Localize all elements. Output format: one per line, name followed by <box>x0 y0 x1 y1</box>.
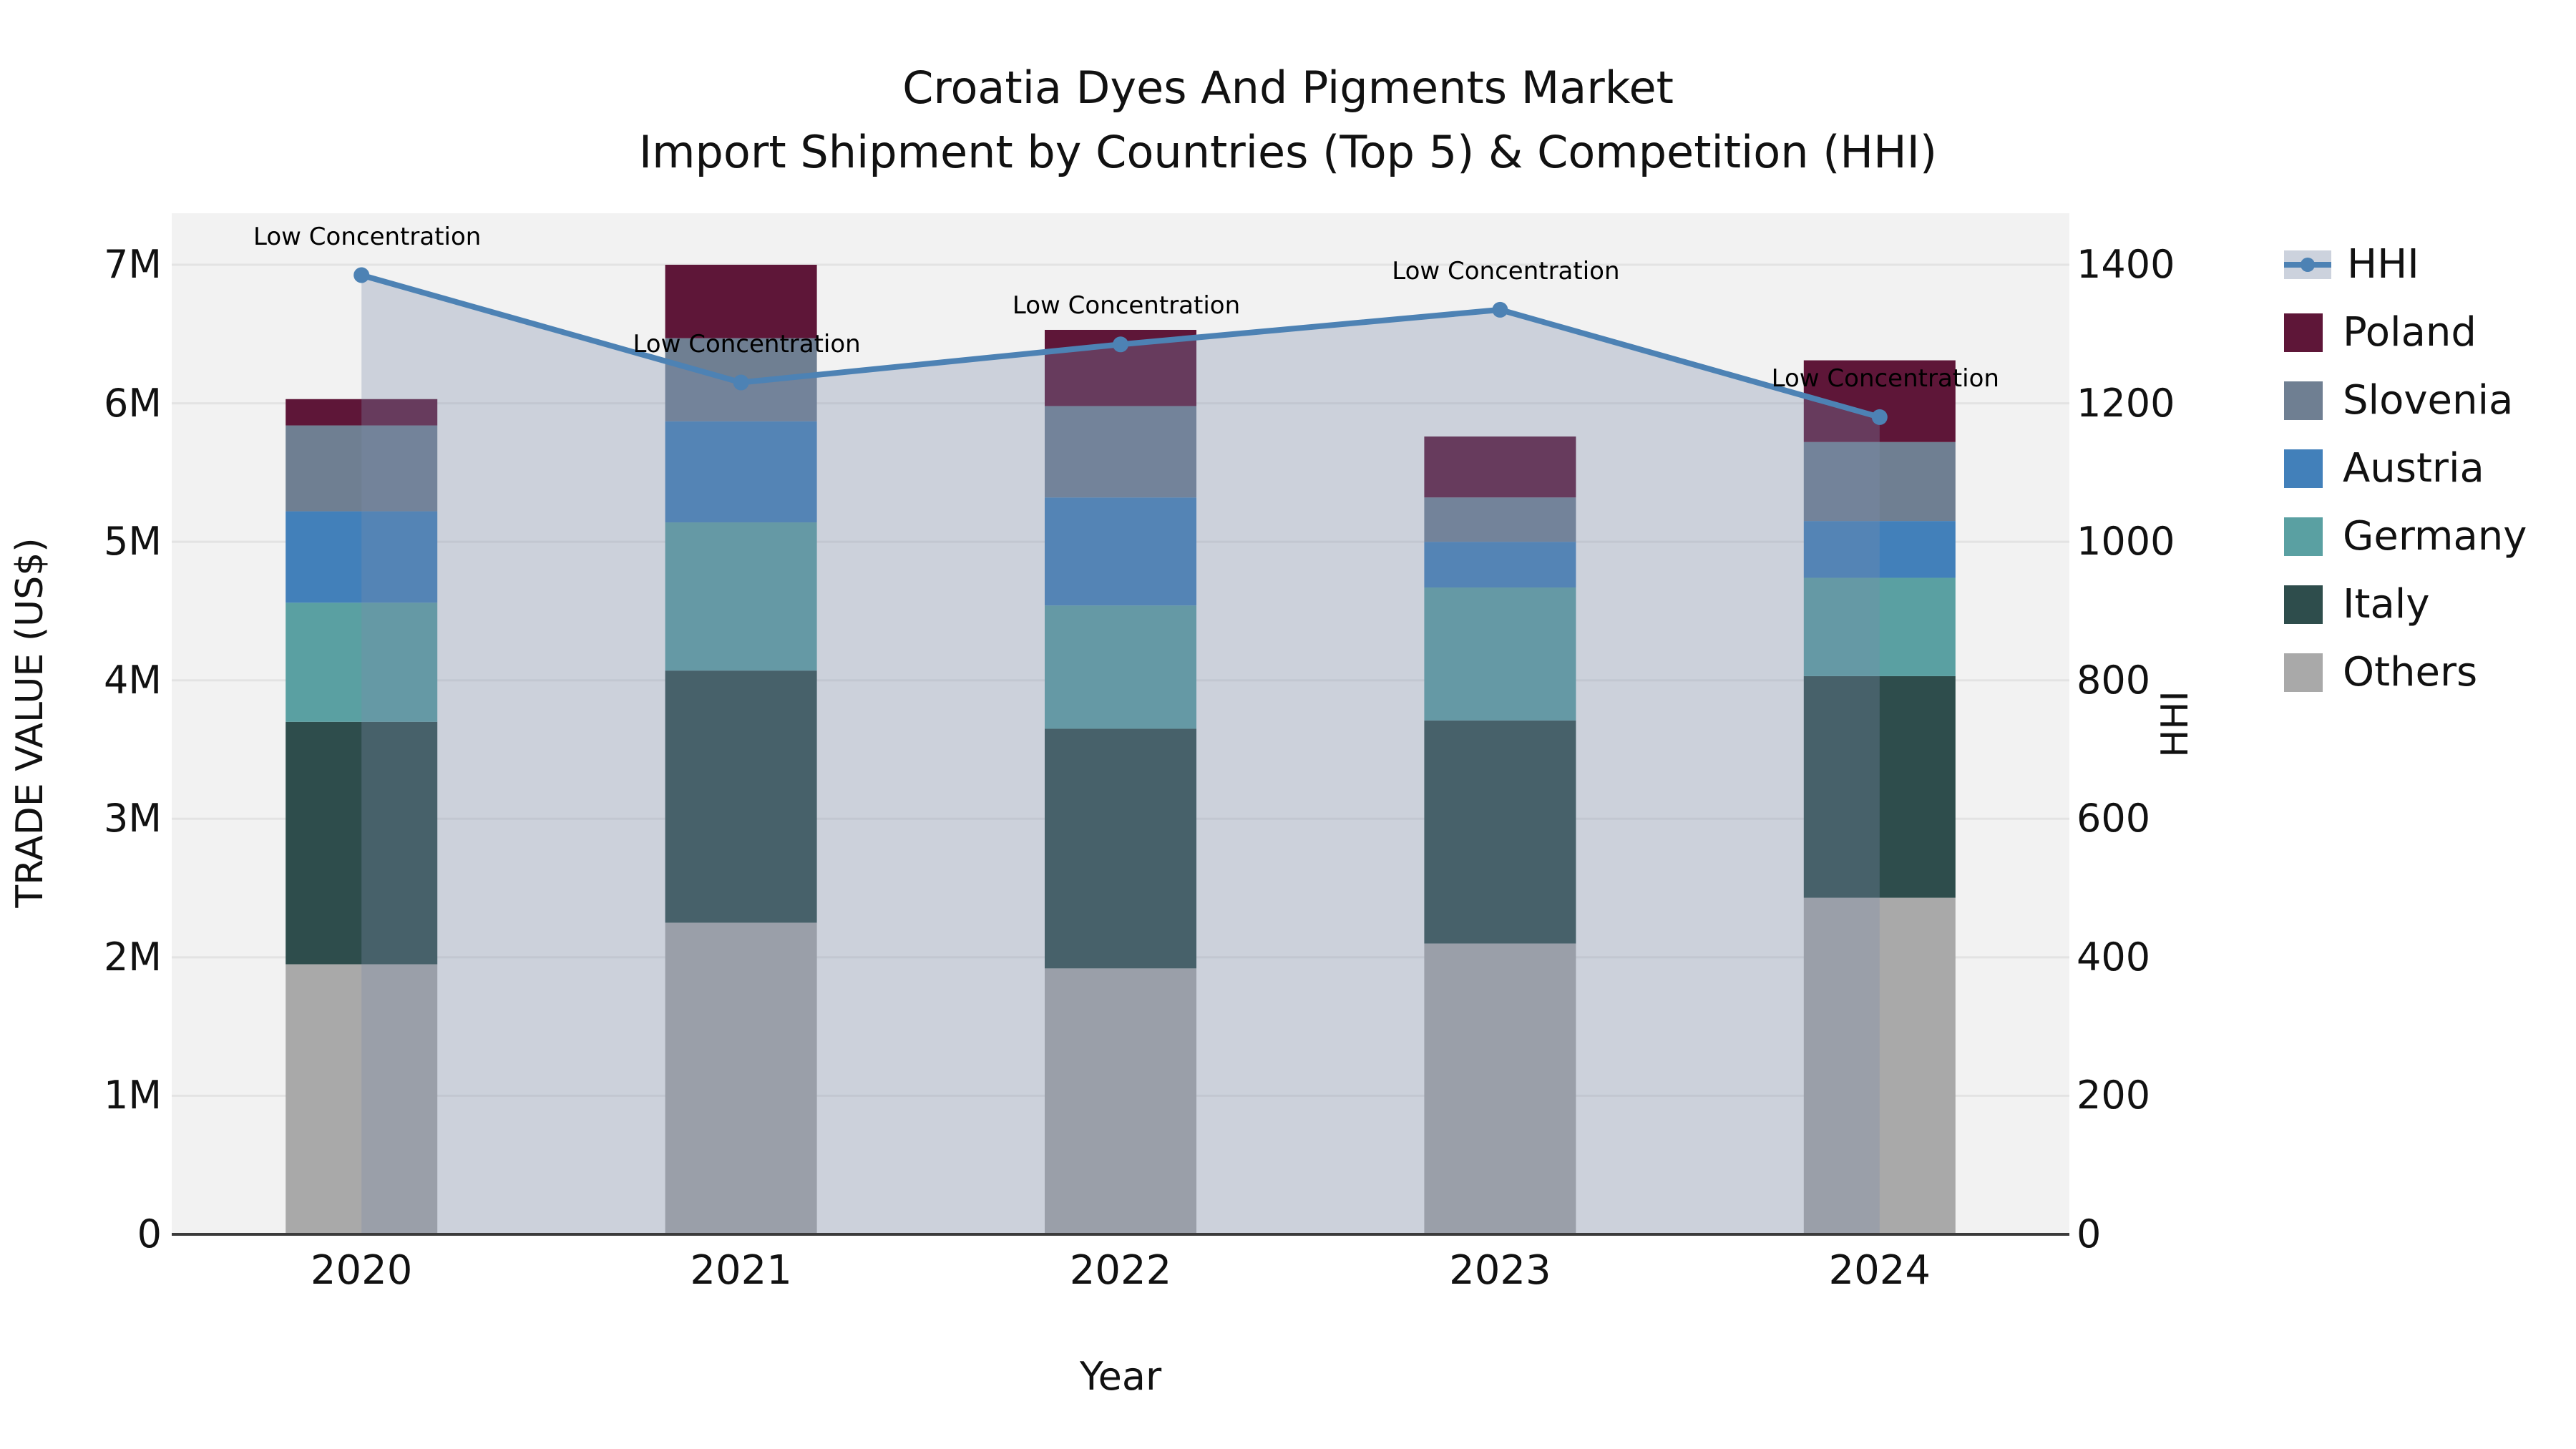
legend-color-swatch-icon <box>2284 653 2323 692</box>
y-left-tick-1m: 1M <box>104 1073 162 1118</box>
hhi-marker-2023 <box>1492 301 1508 318</box>
legend-item-others: Others <box>2284 638 2527 706</box>
bar-segment-2020-slovenia <box>286 425 438 512</box>
legend-label: Slovenia <box>2343 377 2514 424</box>
bar-segment-2021-italy <box>665 670 817 923</box>
bar-segment-2022-austria <box>1045 497 1196 606</box>
bar-segment-2022-germany <box>1045 605 1196 729</box>
legend-item-austria: Austria <box>2284 434 2527 502</box>
legend-label: Poland <box>2343 309 2477 356</box>
chart-title-line-2: Import Shipment by Countries (Top 5) & C… <box>638 126 1938 178</box>
hhi-marker-2024 <box>1871 409 1888 425</box>
x-tick-2023: 2023 <box>1449 1247 1551 1294</box>
bar-segment-2020-germany <box>286 602 438 722</box>
y-right-tick-1400: 1400 <box>2077 242 2175 287</box>
bar-segment-2020-austria <box>286 511 438 603</box>
y-right-tick-0: 0 <box>2077 1211 2102 1257</box>
hhi-marker-2020 <box>353 267 370 283</box>
annotation-2024: Low Concentration <box>1771 364 1999 393</box>
legend: HHI Poland Slovenia Austria Germany Italy Othe… <box>2284 230 2527 706</box>
legend-label: HHI <box>2347 241 2419 288</box>
annotation-2021: Low Concentration <box>633 329 861 358</box>
bar-segment-2022-italy <box>1045 728 1196 969</box>
bar-segment-2020-italy <box>286 721 438 965</box>
y-right-tick-800: 800 <box>2077 657 2151 703</box>
hhi-marker-2022 <box>1113 336 1128 353</box>
y-left-tick-3m: 3M <box>104 796 162 841</box>
y-right-tick-600: 600 <box>2077 796 2151 841</box>
x-tick-2024: 2024 <box>1828 1247 1931 1294</box>
y-left-tick-5m: 5M <box>104 519 162 565</box>
y-left-tick-2m: 2M <box>104 934 162 980</box>
bar-segment-2023-germany <box>1424 587 1576 721</box>
legend-item-italy: Italy <box>2284 570 2527 638</box>
hhi-marker-2021 <box>733 374 749 391</box>
bar-segment-2024-italy <box>1803 675 1956 898</box>
legend-label: Italy <box>2343 581 2430 628</box>
bar-segment-2020-others <box>286 964 438 1234</box>
y-left-tick-6m: 6M <box>104 380 162 426</box>
y-right-tick-400: 400 <box>2077 934 2151 980</box>
legend-color-swatch-icon <box>2284 313 2323 352</box>
annotation-2020: Low Concentration <box>253 222 482 251</box>
x-tick-2022: 2022 <box>1069 1247 1172 1294</box>
y-right-tick-200: 200 <box>2077 1073 2151 1118</box>
bar-segment-2021-others <box>665 922 817 1234</box>
legend-item-germany: Germany <box>2284 502 2527 570</box>
bar-segment-2024-slovenia <box>1803 441 1956 522</box>
bar-segment-2020-poland <box>286 399 438 426</box>
bar-segment-2023-poland <box>1424 436 1576 498</box>
annotation-2022: Low Concentration <box>1012 291 1241 321</box>
annotation-2023: Low Concentration <box>1392 256 1620 286</box>
bar-segment-2024-germany <box>1803 577 1956 676</box>
bar-segment-2024-others <box>1803 897 1956 1234</box>
bar-segment-2024-austria <box>1803 521 1956 578</box>
x-tick-2020: 2020 <box>310 1247 413 1294</box>
legend-item-slovenia: Slovenia <box>2284 366 2527 434</box>
legend-color-swatch-icon <box>2284 585 2323 624</box>
y-right-tick-1000: 1000 <box>2077 519 2175 565</box>
legend-item-hhi: HHI <box>2284 230 2527 298</box>
legend-label: Austria <box>2343 445 2484 492</box>
hhi-area-fill <box>361 275 1880 1235</box>
bar-segment-2023-others <box>1424 943 1576 1234</box>
y-left-tick-0: 0 <box>137 1211 162 1257</box>
bar-segment-2023-austria <box>1424 542 1576 588</box>
y-left-tick-4m: 4M <box>104 657 162 703</box>
legend-item-poland: Poland <box>2284 298 2527 366</box>
legend-line-swatch-icon <box>2284 250 2331 279</box>
legend-color-swatch-icon <box>2284 517 2323 556</box>
legend-color-swatch-icon <box>2284 381 2323 420</box>
y-left-tick-7m: 7M <box>104 242 162 287</box>
bar-segment-2021-poland <box>665 265 817 338</box>
x-axis-title: Year <box>1079 1354 1162 1399</box>
legend-color-swatch-icon <box>2284 449 2323 488</box>
bar-segment-2021-germany <box>665 522 817 671</box>
legend-label: Germany <box>2343 513 2527 560</box>
bar-segment-2023-italy <box>1424 720 1576 944</box>
x-tick-2021: 2021 <box>690 1247 792 1294</box>
bar-segment-2022-slovenia <box>1045 406 1196 498</box>
bar-segment-2023-slovenia <box>1424 497 1576 542</box>
bar-segment-2022-others <box>1045 968 1196 1234</box>
y-right-tick-1200: 1200 <box>2077 380 2175 426</box>
bar-segment-2021-austria <box>665 421 817 523</box>
chart-title-line-1: Croatia Dyes And Pigments Market <box>902 62 1674 114</box>
legend-label: Others <box>2343 649 2478 696</box>
